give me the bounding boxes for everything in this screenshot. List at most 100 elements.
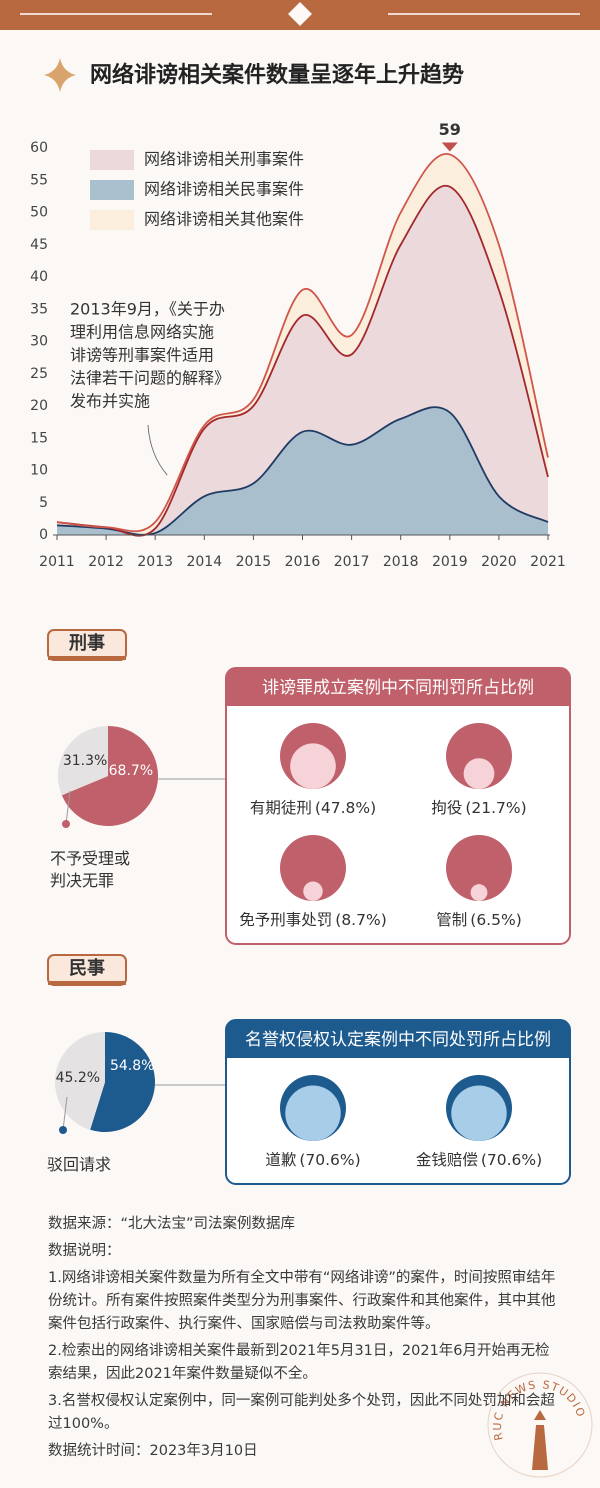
y-tick-label: 55 [30, 172, 48, 188]
logo-lighthouse [532, 1410, 548, 1470]
series-line [56, 153, 549, 533]
y-tick-label: 25 [30, 366, 48, 382]
bubble-outer [446, 835, 512, 901]
pie-value-label: 54.8% [110, 1058, 154, 1074]
bubble-inner [290, 743, 336, 790]
page-title: 网络诽谤相关案件数量呈逐年上升趋势 [90, 62, 464, 88]
annotation-pointer [147, 424, 168, 476]
bubble-outer [280, 835, 346, 901]
annotation-text: 法律若干问题的解释》 [70, 369, 230, 388]
legend-label: 网络诽谤相关民事案件 [144, 180, 304, 199]
bubble-value-label: (70.6%) [481, 1151, 542, 1169]
annotation-text: 发布并实施 [70, 392, 150, 411]
pie-value-label: 68.7% [109, 763, 153, 779]
bubble-label: 管制 (6.5%) [436, 911, 522, 929]
legend-swatch [90, 150, 134, 170]
legend-swatch [90, 210, 134, 230]
title-star [44, 58, 76, 92]
note-item: 1.网络诽谤相关案件数量为所有全文中带有“网络诽谤”的案件，时间按照审结年份统计… [48, 1270, 556, 1332]
bubble-category: 免予刑事处罚 [239, 911, 332, 929]
notes: 数据来源：“北大法宝”司法案例数据库 数据说明： 1.网络诽谤相关案件数量为所有全文… [48, 1213, 563, 1467]
pie-category-label: 不予受理或判决无罪 [50, 849, 131, 890]
bubble-category: 管制 [436, 911, 467, 929]
x-tick-label: 2011 [39, 554, 75, 570]
annotation-text: 理利用信息网络实施 [70, 323, 214, 342]
pie-leader-dot [62, 820, 70, 828]
y-tick-label: 20 [30, 398, 48, 414]
x-tick-label: 2021 [530, 554, 566, 570]
bubble-category: 拘役 [431, 799, 462, 817]
note-item: 3.名誉权侵权认定案例中，同一案例可能判处多个处罚，因此不同处罚加和会超过100… [48, 1393, 555, 1432]
pie-slice [61, 726, 158, 826]
area-fill [57, 185, 548, 536]
bubble-label: 金钱赔偿 (70.6%) [416, 1151, 542, 1169]
area-fill [57, 407, 548, 535]
peak-marker [441, 142, 458, 152]
x-tick-label: 2017 [334, 554, 370, 570]
pie-slice [58, 726, 108, 796]
y-tick-label: 15 [30, 430, 48, 446]
x-tick-label: 2016 [285, 554, 321, 570]
y-tick-label: 5 [39, 495, 48, 511]
pie-value-label: 45.2% [56, 1070, 100, 1086]
bubble-value-label: (47.8%) [315, 799, 376, 817]
bubble-category: 金钱赔偿 [416, 1151, 478, 1169]
bubble-category: 道歉 [265, 1151, 296, 1169]
pie-category-label: 驳回请求 [47, 1155, 112, 1174]
y-tick-label: 40 [30, 269, 48, 285]
x-tick-label: 2012 [88, 554, 124, 570]
y-tick-label: 35 [30, 301, 48, 317]
series-line [56, 184, 549, 537]
legend-label: 网络诽谤相关其他案件 [144, 210, 304, 229]
x-tick-label: 2020 [481, 554, 517, 570]
logo-ring [487, 1372, 593, 1478]
note-source: 数据来源：“北大法宝”司法案例数据库 [48, 1216, 296, 1232]
y-tick-label: 50 [30, 205, 48, 221]
peak-label: 59 [439, 120, 461, 139]
bubble-inner [470, 884, 488, 901]
legend-label: 网络诽谤相关刑事案件 [144, 150, 304, 169]
banner-diamond [288, 2, 312, 26]
bubble-label: 免予刑事处罚 (8.7%) [239, 911, 387, 929]
y-tick-label: 60 [30, 140, 48, 156]
note-heading: 数据说明： [48, 1243, 121, 1259]
y-tick-label: 30 [30, 334, 48, 350]
x-tick-label: 2013 [137, 554, 173, 570]
panel-title: 名誉权侵权认定案例中不同处罚所占比例 [245, 1030, 551, 1050]
y-tick-label: 10 [30, 463, 48, 479]
note-date: 数据统计时间：2023年3月10日 [48, 1443, 258, 1459]
bubble-outer [446, 723, 512, 789]
y-tick-label: 45 [30, 237, 48, 253]
bubble-value-label: (8.7%) [335, 911, 386, 929]
legend-swatch [90, 180, 134, 200]
note-item: 2.检索出的网络诽谤相关案件最新到2021年5月31日，2021年6月开始再无检… [48, 1343, 550, 1382]
bubble-label: 拘役 (21.7%) [431, 799, 526, 817]
bubble-label: 有期徒刑 (47.8%) [250, 799, 376, 817]
x-tick-label: 2014 [186, 554, 222, 570]
x-tick-label: 2018 [383, 554, 419, 570]
pie-slice [90, 1032, 155, 1132]
section-tag-shadow [48, 656, 126, 660]
panel-header [226, 688, 570, 706]
x-tick-label: 2015 [236, 554, 272, 570]
bubble-inner [451, 1085, 507, 1141]
pie-value-label: 31.3% [63, 753, 107, 769]
pie-leader [62, 1096, 68, 1131]
bubble-value-label: (21.7%) [465, 799, 526, 817]
bubble-category: 有期徒刑 [250, 799, 312, 817]
bubble-value-label: (6.5%) [470, 911, 521, 929]
bubble-value-label: (70.6%) [299, 1151, 360, 1169]
pie-leader [65, 790, 71, 825]
section-tag-shadow [48, 981, 126, 985]
panel-title: 诽谤罪成立案例中不同刑罚所占比例 [262, 678, 534, 698]
x-tick-label: 2019 [432, 554, 468, 570]
section-tag-label: 刑事 [69, 632, 105, 654]
bubble-label: 道歉 (70.6%) [265, 1151, 360, 1169]
bubble-inner [463, 758, 495, 789]
bubble-inner [285, 1085, 341, 1141]
section-tag-label: 民事 [69, 957, 105, 979]
panel-header [226, 1040, 570, 1058]
y-tick-label: 0 [39, 527, 48, 543]
